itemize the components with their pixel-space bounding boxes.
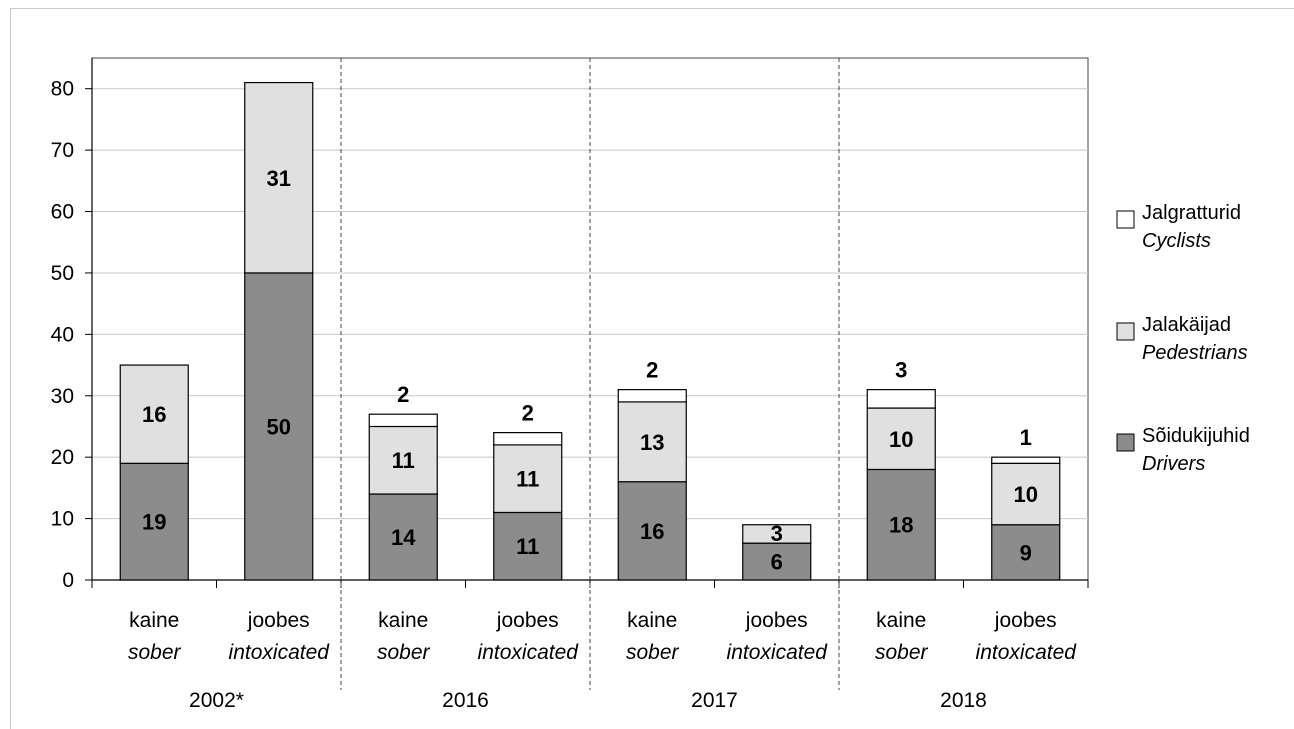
bar-segment <box>742 524 812 544</box>
bar-segment <box>119 462 189 581</box>
legend-label: Jalgratturid <box>1142 202 1241 224</box>
legend-label-en: Drivers <box>1142 453 1205 475</box>
legend-label: Sõidukijuhid <box>1142 425 1250 447</box>
bar-segment <box>617 389 687 403</box>
category-label-en: intoxicated <box>229 641 331 664</box>
legend-swatch <box>1116 322 1135 341</box>
y-tick-label: 70 <box>51 139 74 162</box>
y-tick-label: 50 <box>51 262 74 285</box>
category-label: joobes <box>247 609 310 632</box>
data-label: 18 <box>889 513 913 538</box>
legend-label-en: Pedestrians <box>1142 342 1248 364</box>
bar-segment <box>493 432 563 446</box>
y-tick-label: 10 <box>51 508 74 531</box>
data-label: 1 <box>1020 425 1032 450</box>
data-label: 2 <box>397 382 409 407</box>
data-label: 2 <box>522 401 534 426</box>
category-label: kaine <box>876 609 926 632</box>
data-label: 11 <box>516 534 539 559</box>
category-label-en: sober <box>875 641 929 664</box>
bar-segment <box>493 511 563 581</box>
bar-segment <box>119 364 189 464</box>
bar-segment <box>368 425 438 495</box>
data-label: 16 <box>142 402 166 427</box>
data-label: 16 <box>640 519 664 544</box>
y-tick-label: 60 <box>51 201 74 224</box>
data-label: 6 <box>771 550 783 575</box>
category-label-en: sober <box>128 641 182 664</box>
group-label: 2002* <box>189 689 244 712</box>
bar-segment <box>493 444 563 514</box>
legend-label-en: Cyclists <box>1142 230 1211 252</box>
category-label: joobes <box>496 609 559 632</box>
category-label: kaine <box>627 609 677 632</box>
data-label: 3 <box>895 358 907 383</box>
category-label: joobes <box>745 609 808 632</box>
category-label-en: intoxicated <box>976 641 1078 664</box>
data-label: 10 <box>889 427 913 452</box>
legend-swatch <box>1116 210 1135 229</box>
group-label: 2016 <box>442 689 489 712</box>
data-label: 3 <box>771 521 783 546</box>
bar-segment <box>991 524 1061 581</box>
data-label: 14 <box>391 525 416 550</box>
bar-segment <box>244 272 314 581</box>
data-label: 11 <box>516 467 539 492</box>
category-label-en: sober <box>626 641 680 664</box>
y-tick-label: 0 <box>62 569 74 592</box>
bar-segment <box>617 481 687 581</box>
category-label-en: intoxicated <box>727 641 829 664</box>
data-label: 31 <box>267 166 291 191</box>
bar-segment <box>244 81 314 274</box>
data-label: 50 <box>267 414 291 439</box>
data-label: 13 <box>640 430 664 455</box>
category-label: joobes <box>994 609 1057 632</box>
category-label-en: sober <box>377 641 431 664</box>
bar-segment <box>742 542 812 581</box>
bar-segment <box>991 456 1061 464</box>
y-tick-label: 40 <box>51 323 74 346</box>
category-label: kaine <box>129 609 179 632</box>
bar-segment <box>368 493 438 581</box>
chart-frame <box>10 8 1294 729</box>
bar-segment <box>368 413 438 428</box>
y-tick-label: 20 <box>51 446 74 469</box>
bar-segment <box>617 401 687 483</box>
data-label: 19 <box>142 510 166 535</box>
y-tick-label: 80 <box>51 78 74 101</box>
group-label: 2018 <box>940 689 987 712</box>
legend-swatch <box>1116 433 1135 452</box>
data-label: 9 <box>1020 540 1032 565</box>
bar-segment <box>866 389 936 409</box>
category-label: kaine <box>378 609 428 632</box>
y-tick-label: 30 <box>51 385 74 408</box>
category-label-en: intoxicated <box>478 641 580 664</box>
legend-label: Jalakäijad <box>1142 314 1231 336</box>
group-label: 2017 <box>691 689 738 712</box>
data-label: 10 <box>1014 482 1038 507</box>
data-label: 11 <box>392 448 415 473</box>
data-label: 2 <box>646 358 658 383</box>
